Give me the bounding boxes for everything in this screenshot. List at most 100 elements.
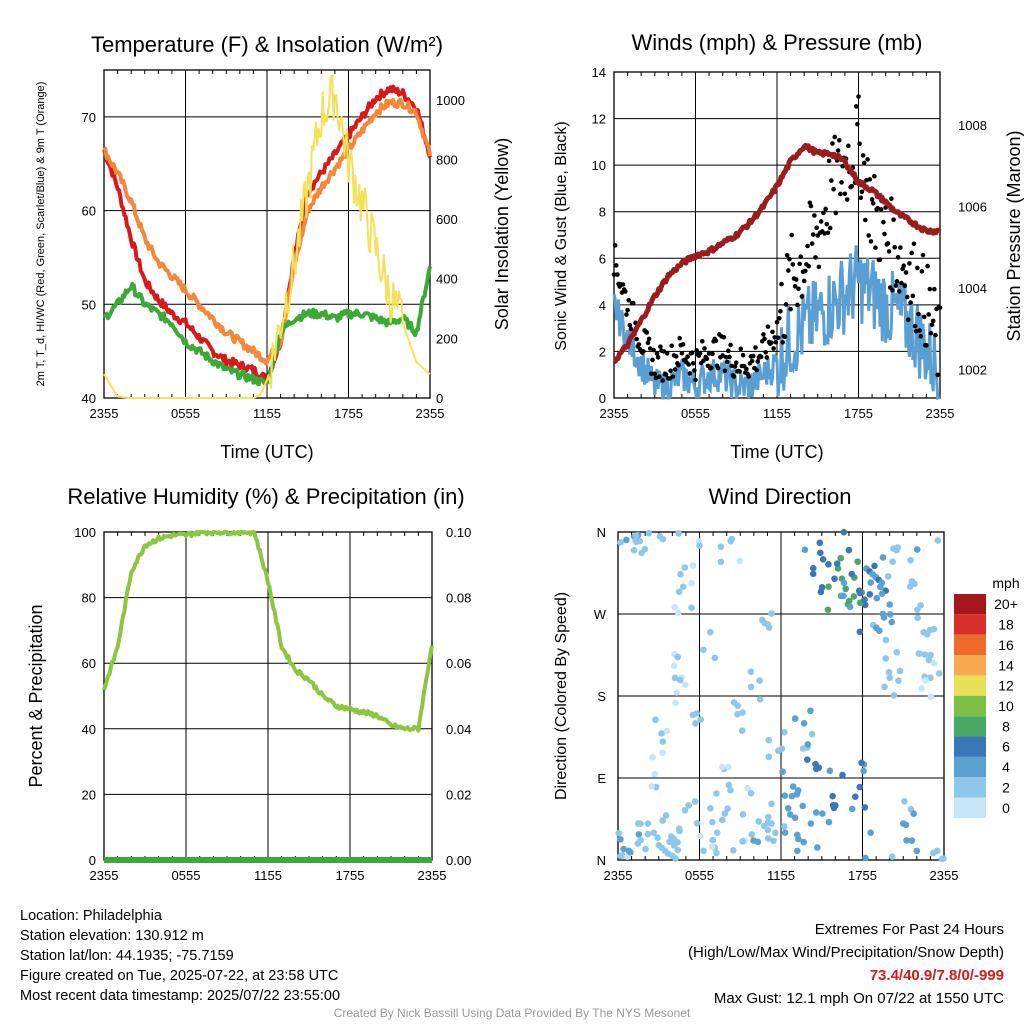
rh-y2-tick-label: 0.00 [446, 853, 471, 868]
gust-point [896, 289, 902, 294]
gust-point [829, 178, 834, 183]
gust-point [812, 213, 817, 218]
gust-point [693, 377, 698, 383]
temp-9m-line [102, 97, 432, 366]
gust-point [658, 344, 663, 349]
wind-y-tick-label: 10 [592, 158, 606, 173]
gust-point [927, 286, 933, 292]
wind-direction-point [839, 771, 846, 779]
speed-legend-label: 4 [1002, 759, 1010, 775]
gust-point [651, 347, 656, 353]
wind-direction-point [871, 562, 878, 570]
wind-direction-point [867, 579, 875, 586]
gust-point [818, 219, 824, 224]
gust-point [838, 191, 843, 197]
wind-direction-point [681, 806, 689, 814]
gust-point [821, 210, 826, 216]
wind-direction-point [664, 850, 672, 858]
temp-y2-axis-label: Solar Insolation (Yellow) [492, 138, 512, 330]
wind-direction-point [711, 654, 719, 662]
gust-point [723, 354, 729, 360]
gust-point [824, 221, 830, 227]
gust-point [796, 286, 801, 292]
gust-point [806, 263, 811, 269]
gust-point [728, 342, 733, 348]
rh-y-tick-label: 80 [82, 591, 96, 606]
gust-point [890, 288, 895, 293]
wind-direction-point [789, 783, 797, 790]
speed-legend-swatch [954, 655, 986, 676]
wind-direction-point [747, 789, 755, 797]
gust-point [626, 297, 632, 303]
dir-y-tick-label: E [597, 771, 606, 786]
gust-point [729, 363, 735, 369]
speed-legend-label: 16 [998, 637, 1014, 653]
gust-point [906, 317, 911, 323]
gust-point [797, 261, 802, 267]
temp-y-tick-label: 50 [82, 297, 96, 312]
wind-direction-point [815, 764, 823, 772]
gust-point [701, 358, 706, 364]
gust-point [844, 197, 850, 202]
speed-legend-label: 18 [998, 617, 1014, 633]
wind-direction-point [672, 699, 679, 707]
speed-legend-swatch [954, 634, 986, 656]
gust-point [813, 255, 818, 260]
wind-direction-point [807, 707, 814, 715]
dir-y-axis-label: Direction (Colored By Speed) [553, 592, 570, 800]
gust-point [873, 245, 878, 250]
rh-x-tick-label: 2355 [90, 868, 119, 883]
gust-point [892, 244, 898, 250]
temp-y2-tick-label: 200 [436, 331, 458, 346]
temp-y-axis-label: 2m T, T_d, HI/WC (Red, Green, Scarlet/Bl… [35, 82, 47, 387]
dir-y-tick-label: N [597, 525, 606, 540]
wind-direction-point [674, 846, 682, 854]
wind-direction-point [816, 539, 824, 547]
gust-point [679, 350, 685, 356]
speed-legend-swatch [954, 777, 986, 798]
rh-y2-tick-label: 0.04 [446, 722, 471, 737]
wind-direction-point [734, 702, 741, 710]
gust-point [846, 143, 851, 149]
gust-point [661, 349, 667, 354]
wind-direction-point [784, 804, 792, 812]
dir-x-tick-label: 1755 [848, 868, 877, 883]
gust-point [706, 351, 712, 356]
gust-point [765, 324, 771, 329]
wind-direction-point [882, 636, 890, 644]
gust-point [630, 300, 636, 306]
wind-direction-point [840, 579, 848, 587]
wind-direction-point [808, 730, 816, 738]
rh-y2-tick-label: 0.10 [446, 525, 471, 540]
gust-point [920, 252, 926, 258]
wind-direction-point [862, 854, 869, 862]
wind-direction-point [781, 792, 789, 799]
gust-point [858, 195, 864, 201]
gust-point [935, 372, 941, 378]
wind-direction-point [623, 536, 630, 544]
gust-point [702, 346, 707, 351]
gust-point [808, 203, 814, 209]
wind-direction-point [672, 855, 679, 862]
wind-direction-point [913, 847, 921, 855]
wind-direction-point [935, 670, 943, 677]
gust-point [649, 371, 654, 377]
gust-point [656, 374, 662, 380]
gust-point [790, 262, 796, 267]
wind-direction-point [717, 543, 725, 550]
wind-direction-point [895, 677, 902, 685]
gust-point [787, 256, 792, 262]
wind-direction-point [791, 814, 799, 822]
gust-point [672, 367, 678, 372]
rh-x-tick-label: 0555 [172, 868, 201, 883]
wind-direction-point [693, 820, 701, 827]
wind-direction-point [914, 606, 921, 614]
dir-x-tick-label: 2355 [930, 868, 959, 883]
gust-point [826, 158, 832, 164]
speed-legend-label: 12 [998, 678, 1014, 694]
gust-point [670, 374, 676, 379]
gust-point [775, 335, 781, 341]
wind-direction-point [799, 802, 806, 810]
wind-direction-point [886, 611, 894, 618]
wind-direction-point [658, 730, 665, 737]
